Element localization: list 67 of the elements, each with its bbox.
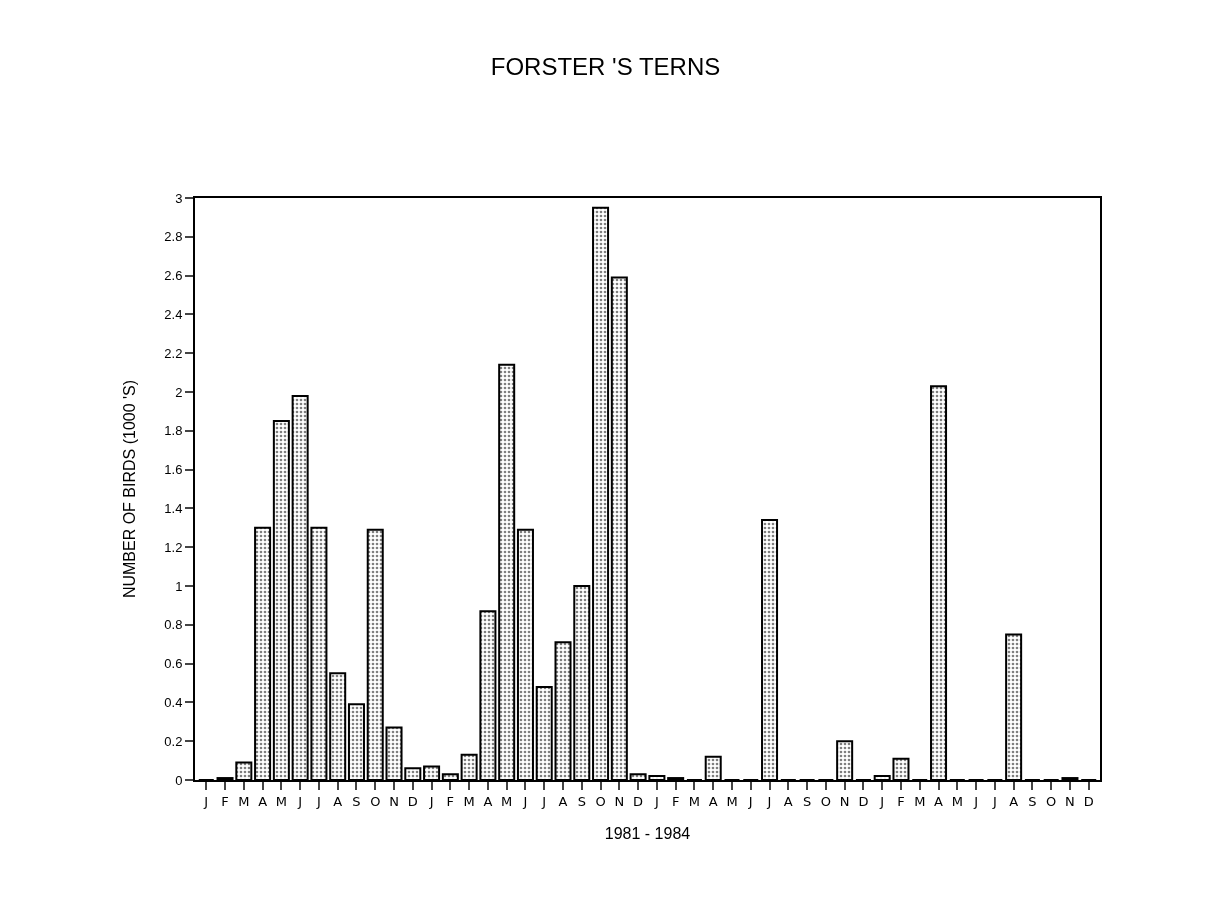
x-tick-label: A [558,793,568,809]
x-tick-label: F [221,793,229,809]
x-tick-label: O [1046,793,1057,809]
x-tick-label: F [446,793,455,809]
y-tick-label: 1.2 [164,539,183,555]
x-tick-label: A [258,793,268,809]
x-tick-label: M [726,793,738,809]
x-tick-label: N [614,793,625,809]
x-tick-label: A [483,793,493,809]
x-tick-label: J [541,793,547,809]
y-tick-label: 0.6 [164,656,183,672]
x-tick-label: D [858,793,869,809]
x-tick-label: J [428,793,434,809]
x-tick-label: J [653,793,659,809]
y-tick-label: 0.2 [164,733,183,749]
y-tick-label: 2.8 [164,229,183,245]
x-tick-label: A [1009,793,1019,809]
y-axis-title: NUMBER OF BIRDS (1000 'S) [120,379,138,599]
x-tick-label: M [501,793,513,809]
x-tick-label: M [914,793,926,809]
x-tick-label: J [522,793,528,809]
x-tick-label: A [783,793,793,809]
x-tick-label: F [897,793,905,809]
x-tick-label: N [389,793,399,809]
y-tick-label: 0.4 [164,694,183,710]
x-tick-label: M [275,793,287,809]
x-tick-label: A [708,793,718,809]
x-tick-label: A [934,793,944,809]
x-tick-label: J [203,793,209,809]
y-tick-label: 1 [175,578,183,594]
x-tick-label: M [463,793,475,809]
x-tick-label: S [802,793,812,809]
y-tick-label: 2.2 [164,345,183,361]
x-tick-label: J [766,793,772,809]
x-tick-label: D [1083,793,1094,809]
x-tick-label: D [633,793,644,809]
x-tick-label: J [747,793,753,809]
y-tick-label: 2.4 [164,306,183,322]
y-tick-label: 1.6 [164,462,183,478]
x-tick-label: N [1065,793,1075,809]
x-tick-label: M [951,793,963,809]
x-tick-label: S [577,793,586,809]
x-tick-label: J [297,793,303,809]
x-tick-label: M [688,793,701,809]
x-axis-title: 1981 - 1984 [604,824,691,842]
x-tick-label: J [973,793,978,809]
x-tick-label: M [238,793,250,809]
x-tick-label: F [671,793,680,809]
x-tick-label: J [879,793,885,809]
chart-title: FORSTER 'S TERNS [490,53,721,81]
x-tick-label: S [1028,793,1037,809]
y-tick-label: 0 [175,772,183,788]
y-tick-label: 1.8 [164,423,183,439]
y-tick-label: 2.6 [164,268,183,284]
x-tick-label: N [839,793,850,809]
x-tick-label: J [991,793,997,809]
x-tick-label: A [333,793,343,809]
y-tick-label: 1.4 [164,500,183,516]
x-tick-label: O [820,793,831,809]
x-tick-label: D [407,793,418,809]
x-tick-label: O [370,793,381,809]
y-tick-label: 0.8 [164,617,183,633]
x-tick-label: O [595,793,606,809]
x-tick-label: J [316,793,321,809]
x-tick-label: S [352,793,361,809]
y-tick-label: 2 [175,384,183,400]
y-tick-label: 3 [175,190,183,206]
